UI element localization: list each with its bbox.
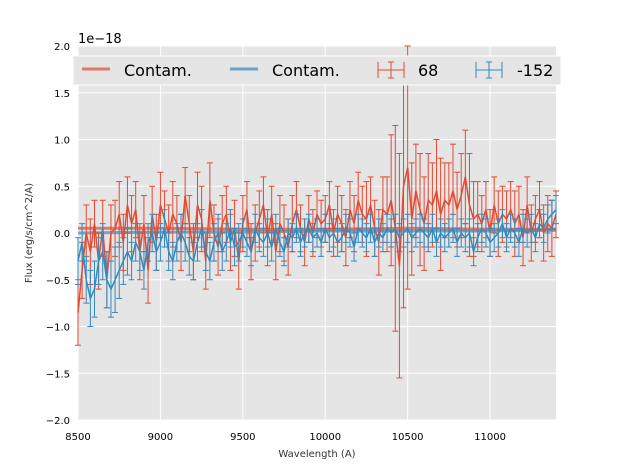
series-line	[77, 209, 557, 301]
x-tick-label: 10500	[392, 432, 424, 443]
x-tick-label: 9500	[230, 432, 255, 443]
y-tick-label: 1.0	[54, 136, 70, 147]
x-tick-label: 8500	[65, 432, 90, 443]
legend-entry-68: 68	[377, 61, 438, 80]
series-group	[75, 45, 559, 379]
y-tick-label: −2.0	[46, 416, 70, 427]
legend-swatch-errorbar	[377, 61, 405, 79]
y-tick-label: 0.5	[54, 182, 70, 193]
y-axis-label: Flux (erg/s/cm^2/A)	[24, 183, 35, 283]
legend-swatch-errorbar	[475, 61, 503, 79]
y-tick-label: −0.5	[46, 276, 70, 287]
y-tick-label: −1.0	[46, 323, 70, 334]
y-tick-label: 0.0	[54, 229, 70, 240]
legend-entry-minus-152: -152	[475, 61, 553, 80]
legend-label: Contam.	[124, 61, 192, 80]
series--152	[75, 195, 559, 327]
legend-label: 68	[418, 61, 438, 80]
x-tick-label: 9000	[148, 432, 173, 443]
y-axis: −2.0 −1.5 −1.0 −0.5 0.0 0.5 1.0 1.5 2.0	[46, 42, 70, 427]
y-tick-label: −1.5	[46, 369, 70, 380]
x-axis-label: Wavelength (A)	[278, 449, 355, 460]
x-tick-label: 10000	[309, 432, 341, 443]
legend-label: -152	[517, 61, 553, 80]
series-line	[77, 167, 557, 313]
legend-entry-contam-blue: Contam.	[230, 61, 340, 80]
x-tick-label: 11000	[474, 432, 506, 443]
legend: Contam. Contam. 68	[72, 55, 562, 86]
y-tick-label: 2.0	[54, 42, 70, 53]
x-axis: 8500 9000 9500 10000 10500 11000	[65, 432, 506, 443]
legend-label: Contam.	[272, 61, 340, 80]
legend-entry-contam-red: Contam.	[82, 61, 192, 80]
y-tick-label: 1.5	[54, 89, 70, 100]
y-offset-label: 1e−18	[78, 32, 122, 47]
